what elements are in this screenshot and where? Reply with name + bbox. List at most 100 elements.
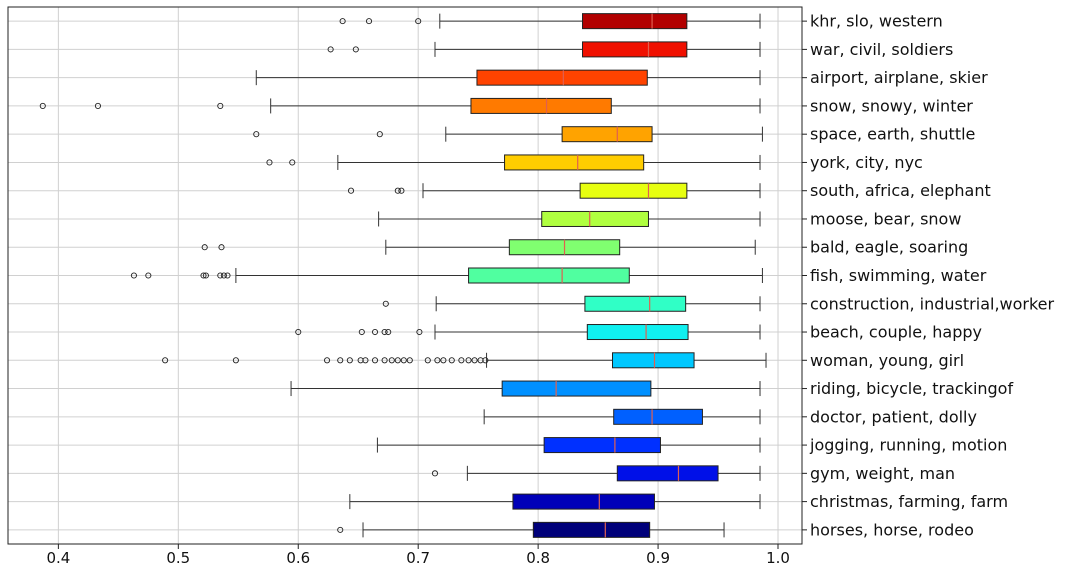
outlier-point (201, 244, 208, 251)
boxplot-item (130, 267, 763, 284)
box-iqr (616, 465, 719, 482)
x-tick-label: 0.6 (286, 549, 310, 567)
boxplot-item (349, 493, 761, 510)
outlier-point (323, 357, 331, 364)
category-label: york, city, nyc (810, 153, 923, 172)
outlier-point (365, 18, 373, 25)
x-tick-label: 0.7 (406, 549, 430, 567)
outlier-point (217, 102, 224, 109)
outlier-point (371, 328, 379, 336)
category-label: south, africa, elephant (810, 181, 991, 200)
boxplot-item (253, 126, 763, 143)
outlier-point (415, 18, 422, 25)
outlier-point (394, 357, 401, 364)
box-iqr (543, 437, 661, 454)
category-label: snow, snowy, winter (810, 96, 973, 115)
x-axis-ticks: 0.4 0.5 0.6 0.7 0.8 0.9 1.0 (46, 544, 790, 567)
category-label: space, earth, shuttle (810, 125, 975, 144)
outlier-point (224, 272, 231, 279)
box-iqr (582, 41, 688, 58)
outlier-point (217, 272, 224, 279)
boxplot-item (431, 465, 761, 482)
outlier-point (471, 357, 478, 364)
x-tick-label: 0.8 (526, 549, 550, 567)
outlier-point (346, 357, 353, 364)
box-iqr (476, 69, 648, 86)
outlier-point (162, 357, 169, 364)
category-label: khr, slo, western (810, 12, 943, 31)
outlier-point (376, 131, 383, 138)
category-label: fish, swimming, water (810, 266, 987, 285)
outlier-point (431, 470, 439, 477)
boxplot-item (337, 521, 725, 538)
outlier-point (337, 526, 344, 533)
outlier-point (448, 357, 455, 364)
outlier-point (458, 357, 465, 364)
outlier-point (289, 159, 296, 166)
boxplot-item (266, 154, 761, 171)
outlier-point (381, 328, 388, 336)
outlier-point (339, 18, 346, 25)
box-iqr (501, 380, 652, 397)
box-iqr (541, 210, 649, 227)
category-label: moose, bear, snow (810, 209, 961, 228)
box-series (39, 13, 767, 538)
outlier-point (406, 357, 413, 364)
boxplot-item (347, 182, 761, 199)
outlier-point (465, 357, 472, 364)
outlier-point (482, 357, 489, 364)
category-label: riding, bicycle, trackingof (810, 379, 1013, 398)
outlier-point (382, 300, 389, 307)
outlier-point (130, 272, 137, 279)
x-tick-label: 1.0 (766, 549, 790, 567)
outlier-point (232, 357, 239, 364)
category-label: woman, young, girl (810, 351, 964, 370)
outlier-point (416, 328, 423, 336)
outlier-point (394, 187, 401, 194)
boxplot-item (378, 210, 761, 227)
outlier-point (218, 244, 225, 251)
outlier-point (337, 357, 344, 364)
x-tick-label: 0.4 (46, 549, 70, 567)
category-labels: khr, slo, western war, civil, soldiers air… (802, 12, 1055, 539)
category-label: jogging, running, motion (809, 436, 1007, 455)
outlier-point (202, 272, 209, 279)
category-label: gym, weight, man (810, 464, 955, 483)
boxplot-item (290, 380, 761, 397)
category-label: bald, eagle, soaring (810, 238, 968, 257)
outlier-point (385, 328, 392, 336)
boxplot-item (295, 324, 761, 341)
outlier-point (352, 46, 359, 53)
box-iqr (611, 352, 695, 369)
box-iqr (532, 521, 651, 538)
boxplot-item (201, 239, 756, 256)
x-tick-label: 0.9 (646, 549, 670, 567)
outlier-point (424, 357, 431, 364)
box-iqr (512, 493, 655, 510)
outlier-point (434, 357, 441, 364)
outlier-point (94, 102, 102, 109)
box-iqr (613, 408, 703, 425)
category-label: war, civil, soldiers (810, 40, 953, 59)
outlier-point (440, 357, 447, 364)
outlier-point (362, 357, 369, 364)
boxplot-item (339, 13, 761, 30)
outlier-point (200, 272, 207, 279)
outlier-point (398, 187, 405, 194)
outlier-point (371, 357, 379, 364)
box-iqr (504, 154, 645, 171)
outlier-point (381, 357, 388, 364)
box-iqr (584, 295, 687, 312)
outlier-point (39, 102, 46, 109)
outlier-point (347, 187, 355, 194)
box-iqr (582, 13, 688, 30)
outlier-point (220, 272, 227, 279)
outlier-point (400, 357, 407, 364)
box-iqr (561, 126, 653, 143)
category-label: beach, couple, happy (810, 323, 982, 342)
box-iqr (468, 267, 630, 284)
category-label: horses, horse, rodeo (810, 520, 974, 539)
boxplot-item (376, 437, 761, 454)
boxplot-item (483, 408, 761, 425)
